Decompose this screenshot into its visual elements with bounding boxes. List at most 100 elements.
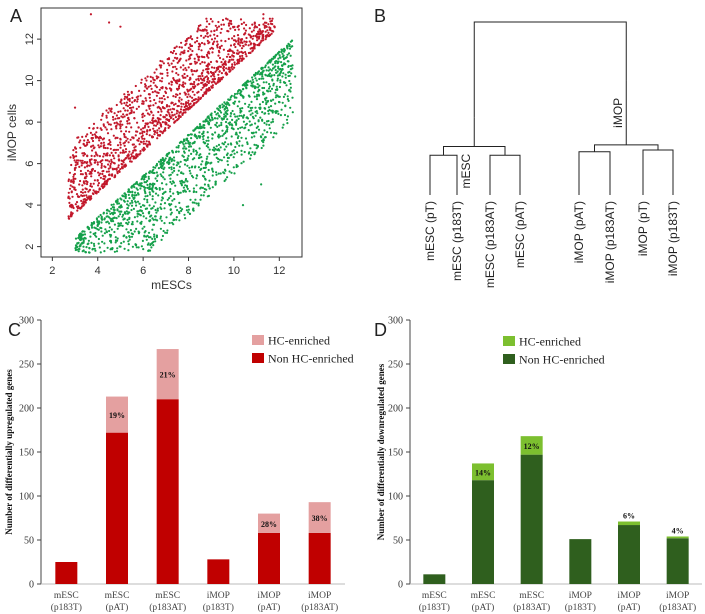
data-point xyxy=(148,134,151,137)
data-point xyxy=(165,231,169,234)
data-point xyxy=(189,133,192,136)
data-point xyxy=(154,215,157,218)
data-point xyxy=(166,58,169,61)
dendrogram-branch xyxy=(642,149,674,195)
data-point xyxy=(169,108,172,111)
data-point xyxy=(102,185,105,188)
data-point xyxy=(120,198,123,201)
data-point xyxy=(152,127,155,130)
data-point xyxy=(245,23,248,27)
data-point xyxy=(102,146,105,149)
data-point xyxy=(256,125,259,128)
bar-non-hc-enriched xyxy=(207,559,230,584)
data-point xyxy=(229,27,232,30)
data-point xyxy=(206,155,209,158)
data-point xyxy=(276,77,279,80)
data-point xyxy=(155,68,158,71)
data-point xyxy=(225,124,228,128)
data-point xyxy=(73,188,76,191)
data-point xyxy=(207,139,210,142)
data-point xyxy=(115,114,118,117)
data-point xyxy=(164,129,167,132)
data-point xyxy=(76,248,79,251)
data-point xyxy=(265,25,268,28)
data-point xyxy=(196,137,199,140)
data-point xyxy=(161,72,164,75)
bar-hc-enriched xyxy=(258,513,280,533)
data-point xyxy=(139,152,142,155)
data-point xyxy=(247,129,250,132)
bar-non-hc-enriched xyxy=(520,454,543,584)
data-point xyxy=(176,209,179,212)
data-point xyxy=(141,112,145,115)
data-point xyxy=(192,148,195,151)
y-tick-label: 50 xyxy=(393,536,403,547)
data-point xyxy=(202,77,205,80)
data-point xyxy=(142,102,145,105)
x-tick-label: (pAT) xyxy=(106,602,129,613)
data-point xyxy=(161,197,164,200)
data-point xyxy=(89,195,93,198)
data-point xyxy=(205,120,208,123)
data-point xyxy=(120,130,123,133)
data-point xyxy=(186,164,189,167)
data-point xyxy=(257,94,261,97)
data-point xyxy=(94,134,97,138)
data-point xyxy=(115,127,118,130)
data-point xyxy=(200,81,203,85)
data-point xyxy=(207,62,210,65)
data-point xyxy=(187,142,190,145)
data-point xyxy=(148,220,151,223)
leaf-label: iMOP (p183T) xyxy=(666,201,680,276)
data-point xyxy=(233,100,237,103)
data-point xyxy=(179,53,182,56)
data-point xyxy=(157,91,160,94)
bar-hc-enriched xyxy=(156,349,179,400)
data-point xyxy=(107,170,110,173)
data-point xyxy=(192,190,195,194)
data-point xyxy=(89,170,92,173)
data-point xyxy=(148,107,151,110)
data-point xyxy=(198,123,202,126)
data-point xyxy=(180,102,183,105)
x-tick-label: iMOP xyxy=(569,591,592,601)
data-point xyxy=(181,141,184,144)
data-point xyxy=(105,170,108,173)
data-point xyxy=(189,172,192,175)
data-point xyxy=(120,102,123,105)
data-point xyxy=(233,92,237,96)
data-point xyxy=(229,44,233,47)
data-point xyxy=(203,126,206,129)
data-point xyxy=(150,246,153,249)
data-point xyxy=(267,90,270,93)
data-point xyxy=(226,176,229,179)
data-point xyxy=(145,217,148,220)
data-point xyxy=(181,74,184,77)
data-point xyxy=(72,175,75,178)
data-point xyxy=(273,132,276,135)
cluster-label-imop: iMOP xyxy=(611,98,625,128)
data-point xyxy=(235,62,239,65)
data-point xyxy=(260,39,263,42)
data-point xyxy=(205,75,208,78)
data-point xyxy=(142,127,145,130)
data-point xyxy=(149,187,152,190)
data-point xyxy=(281,64,284,67)
data-point xyxy=(267,73,270,76)
data-point xyxy=(229,55,232,59)
data-point xyxy=(249,113,252,116)
data-point xyxy=(96,154,99,157)
data-point xyxy=(82,238,85,241)
data-point xyxy=(101,138,104,141)
data-point xyxy=(265,69,268,72)
data-point xyxy=(240,136,243,139)
data-point xyxy=(148,96,151,99)
y-tick-label: 6 xyxy=(24,161,36,167)
data-point xyxy=(245,84,248,87)
y-tick-label: 0 xyxy=(29,580,34,591)
data-point xyxy=(153,71,156,74)
data-point xyxy=(207,42,210,45)
data-point xyxy=(99,176,102,179)
data-point xyxy=(124,164,128,167)
data-point xyxy=(118,169,121,173)
